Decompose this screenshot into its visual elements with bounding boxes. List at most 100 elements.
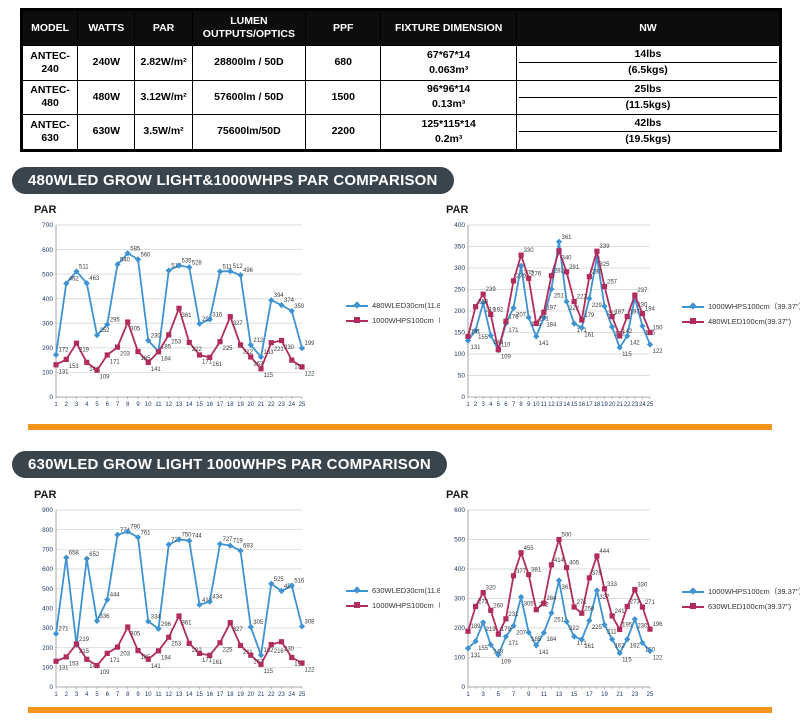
svg-text:185: 185 <box>141 356 152 362</box>
svg-text:161: 161 <box>584 332 595 338</box>
svg-text:658: 658 <box>69 551 80 557</box>
svg-text:330: 330 <box>524 248 535 254</box>
svg-text:110: 110 <box>501 343 511 349</box>
chart-legend: 1000WHPS100cm（39.37"） 480WLED100cm(39.37… <box>682 296 800 331</box>
cell-lumen: 28800lm / 50D <box>191 45 307 81</box>
svg-text:9: 9 <box>136 402 140 408</box>
cell-nw: 14lbs (6.5kgs) <box>515 45 781 81</box>
svg-text:308: 308 <box>305 619 316 625</box>
svg-text:200: 200 <box>42 345 53 352</box>
svg-text:171: 171 <box>577 641 588 647</box>
svg-text:253: 253 <box>171 339 182 345</box>
svg-text:141: 141 <box>151 664 162 670</box>
svg-text:296: 296 <box>161 622 172 628</box>
svg-text:305: 305 <box>130 327 141 333</box>
column-header-ppf: PPF <box>305 9 382 47</box>
svg-text:500: 500 <box>562 533 573 539</box>
svg-text:142: 142 <box>622 329 633 335</box>
svg-text:222: 222 <box>192 347 203 353</box>
svg-text:10: 10 <box>533 402 540 408</box>
svg-text:187: 187 <box>615 310 626 316</box>
legend-item: 630WLED100cm(39.37") <box>682 602 800 611</box>
svg-text:377: 377 <box>516 569 527 575</box>
svg-text:5: 5 <box>497 402 501 408</box>
chart-axis-title: PAR <box>34 489 57 501</box>
svg-text:370: 370 <box>592 571 603 577</box>
svg-text:500: 500 <box>42 586 53 593</box>
column-header-lumen: LUMEN OUTPUTS/OPTICS <box>191 9 307 47</box>
svg-text:219: 219 <box>79 348 90 354</box>
svg-text:13: 13 <box>556 402 563 408</box>
cell-ppf: 2200 <box>305 114 382 150</box>
svg-text:237: 237 <box>637 288 648 294</box>
svg-text:23: 23 <box>278 692 285 698</box>
svg-text:230: 230 <box>637 303 648 309</box>
svg-text:187: 187 <box>630 310 641 316</box>
svg-text:400: 400 <box>42 296 53 303</box>
svg-text:462: 462 <box>69 276 80 282</box>
svg-text:6: 6 <box>106 402 110 408</box>
svg-text:210: 210 <box>478 300 489 306</box>
svg-text:250: 250 <box>584 606 595 612</box>
svg-text:512: 512 <box>233 264 244 270</box>
cell-lumen: 57600lm / 50D <box>191 79 307 116</box>
svg-text:222: 222 <box>577 295 588 301</box>
svg-text:330: 330 <box>637 583 648 589</box>
svg-text:400: 400 <box>454 222 465 229</box>
svg-text:300: 300 <box>42 320 53 327</box>
svg-text:693: 693 <box>243 544 254 550</box>
orange-divider <box>28 424 772 430</box>
svg-text:12: 12 <box>165 692 172 698</box>
svg-text:19: 19 <box>237 692 244 698</box>
red-line-marker-icon <box>346 317 368 323</box>
svg-text:212: 212 <box>243 349 254 355</box>
par-chart-480wled-30cm: PAR 0 100 200 300 400 500 600 700 1 2 3 4 5 6 7 8 9 10 11 1… <box>28 204 470 417</box>
svg-text:350: 350 <box>454 244 465 251</box>
svg-text:131: 131 <box>59 369 70 375</box>
svg-text:11: 11 <box>155 692 162 698</box>
svg-text:305: 305 <box>524 270 535 276</box>
svg-text:652: 652 <box>89 552 100 558</box>
svg-text:10: 10 <box>145 402 152 408</box>
svg-text:700: 700 <box>42 547 53 554</box>
svg-text:280: 280 <box>592 270 603 276</box>
orange-divider <box>28 707 772 713</box>
chart-axis-title: PAR <box>446 204 469 216</box>
svg-text:361: 361 <box>182 621 193 627</box>
cell-model: ANTEC-630 <box>21 114 79 150</box>
svg-text:761: 761 <box>141 530 152 536</box>
svg-text:1: 1 <box>54 402 58 408</box>
svg-text:20: 20 <box>247 402 254 408</box>
svg-text:230: 230 <box>284 646 295 652</box>
svg-text:100: 100 <box>42 665 53 672</box>
svg-text:11: 11 <box>541 692 548 698</box>
svg-text:122: 122 <box>305 668 316 674</box>
svg-text:774: 774 <box>120 528 131 534</box>
svg-text:25: 25 <box>647 402 654 408</box>
blue-line-marker-icon <box>346 589 368 592</box>
svg-text:179: 179 <box>584 313 595 319</box>
svg-text:414: 414 <box>554 558 565 564</box>
par-chart-630wled-30cm: PAR 0 100 200 300 400 500 600 700 800 900 1 2 3 4 5 6 7 8… <box>28 489 470 707</box>
column-header-nw: NW <box>515 9 781 47</box>
svg-text:141: 141 <box>539 650 550 656</box>
svg-text:122: 122 <box>653 656 664 662</box>
svg-text:257: 257 <box>607 279 618 285</box>
svg-text:327: 327 <box>233 321 244 327</box>
svg-text:19: 19 <box>237 402 244 408</box>
svg-text:528: 528 <box>192 260 203 266</box>
svg-text:0: 0 <box>49 684 53 691</box>
section-title-480w-comparison: 480WLED GROW LIGHT&1000WHPS PAR COMPARIS… <box>12 167 454 194</box>
svg-text:194: 194 <box>645 307 656 313</box>
cell-par: 3.12W/m² <box>134 79 193 116</box>
cell-ppf: 680 <box>305 45 382 81</box>
svg-text:23: 23 <box>278 402 285 408</box>
svg-text:16: 16 <box>578 402 585 408</box>
svg-text:405: 405 <box>569 561 580 567</box>
svg-text:21: 21 <box>616 402 623 408</box>
svg-text:115: 115 <box>264 669 274 675</box>
svg-text:211: 211 <box>607 629 617 635</box>
svg-text:171: 171 <box>110 658 121 664</box>
red-line-marker-icon <box>682 318 704 324</box>
